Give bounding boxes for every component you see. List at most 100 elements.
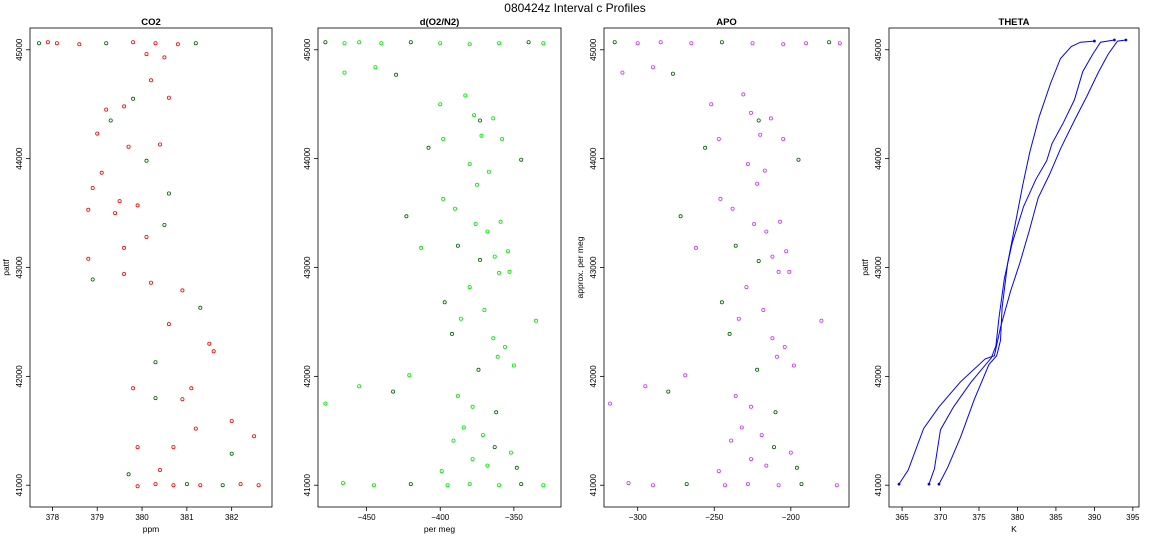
- data-point: [770, 254, 775, 259]
- data-point: [791, 363, 796, 368]
- y-tick-label: 42000: [303, 365, 312, 388]
- data-point: [451, 438, 456, 443]
- x-tick-label: 365: [895, 513, 909, 522]
- data-point: [716, 136, 721, 141]
- data-point: [323, 40, 328, 45]
- data-point: [477, 118, 482, 123]
- data-point: [741, 92, 746, 97]
- data-point: [171, 483, 176, 488]
- data-point: [782, 344, 787, 349]
- data-point: [90, 185, 95, 190]
- data-point: [371, 483, 376, 488]
- data-point: [357, 40, 362, 45]
- data-point: [207, 341, 212, 346]
- chart-panel-2: d(O2/N2) −450 −400 −350 41000 42000 43000 44000…: [303, 17, 562, 534]
- data-point: [703, 145, 708, 150]
- data-point: [475, 182, 480, 187]
- data-point: [113, 211, 118, 216]
- data-point: [755, 367, 760, 372]
- data-point: [54, 41, 59, 46]
- data-point: [491, 116, 496, 121]
- data-point: [426, 145, 431, 150]
- data-point: [342, 70, 347, 75]
- y-tick-label: 44000: [874, 147, 883, 170]
- data-point: [104, 107, 109, 112]
- x-tick-label: 381: [180, 513, 194, 522]
- data-point: [519, 482, 524, 487]
- data-point: [126, 472, 131, 477]
- data-point: [461, 425, 466, 430]
- data-point: [86, 207, 91, 212]
- x-tick-label: 370: [934, 513, 948, 522]
- data-point: [37, 41, 42, 46]
- data-point: [937, 482, 941, 486]
- data-point: [773, 410, 778, 415]
- data-point: [759, 433, 764, 438]
- data-point: [162, 222, 167, 227]
- data-point: [1124, 38, 1128, 42]
- data-point: [153, 41, 158, 46]
- chart-panel-1: CO2 378 379 380 381 382 41000 42000 43000 44000 45…: [1, 17, 273, 534]
- data-point: [473, 221, 478, 226]
- data-point: [445, 483, 450, 488]
- data-point: [449, 331, 454, 336]
- data-point: [470, 457, 475, 462]
- data-point: [131, 96, 136, 101]
- data-point: [193, 41, 198, 46]
- data-point: [323, 401, 328, 406]
- data-point: [761, 307, 766, 312]
- data-point: [193, 426, 198, 431]
- data-point: [736, 316, 741, 321]
- data-point: [749, 457, 754, 462]
- data-point: [497, 270, 502, 275]
- theta-profile-line-2: [928, 39, 1115, 485]
- data-point: [541, 483, 546, 488]
- data-point: [749, 110, 754, 115]
- y-tick-label: 44000: [303, 147, 312, 170]
- data-point: [733, 243, 738, 248]
- y-tick-label: 41000: [874, 474, 883, 497]
- y-tick-label: 44000: [589, 147, 598, 170]
- data-point: [781, 136, 786, 141]
- data-point: [162, 55, 167, 60]
- data-point: [467, 482, 472, 487]
- data-point: [651, 65, 656, 70]
- data-point: [804, 41, 809, 46]
- x-tick-label: 390: [1088, 513, 1102, 522]
- plot-frame: [603, 27, 850, 508]
- data-point: [727, 331, 732, 336]
- data-point: [497, 41, 502, 46]
- data-point: [670, 71, 675, 76]
- chart-panels: CO2 378 379 380 381 382 41000 42000 43000 44000 45…: [1, 17, 1140, 534]
- data-point: [683, 373, 688, 378]
- data-point: [719, 300, 724, 305]
- data-point: [148, 78, 153, 83]
- chart-panel-4: THETA 365 370 375 380 385 390 395 41000 42000 4300…: [860, 17, 1140, 534]
- data-point: [476, 367, 481, 372]
- data-point: [491, 336, 496, 341]
- data-point: [750, 41, 755, 46]
- data-point: [404, 214, 409, 219]
- data-point: [99, 170, 104, 175]
- data-point: [90, 277, 95, 282]
- y-tick-label: 44000: [15, 147, 24, 170]
- data-point: [784, 249, 789, 254]
- data-point: [519, 157, 524, 162]
- x-tick-label: 395: [1126, 513, 1140, 522]
- data-point: [772, 445, 777, 450]
- data-point: [752, 221, 757, 226]
- data-point: [198, 483, 203, 488]
- data-point: [153, 360, 158, 365]
- data-point: [467, 285, 472, 290]
- data-point: [408, 482, 413, 487]
- data-point: [745, 482, 750, 487]
- data-point: [526, 40, 531, 45]
- y-tick-label: 43000: [303, 256, 312, 279]
- data-point: [541, 41, 546, 46]
- y-tick-label: 45000: [15, 38, 24, 61]
- data-point: [764, 229, 769, 234]
- data-point: [153, 396, 158, 401]
- data-point: [508, 450, 513, 455]
- data-point: [211, 349, 216, 354]
